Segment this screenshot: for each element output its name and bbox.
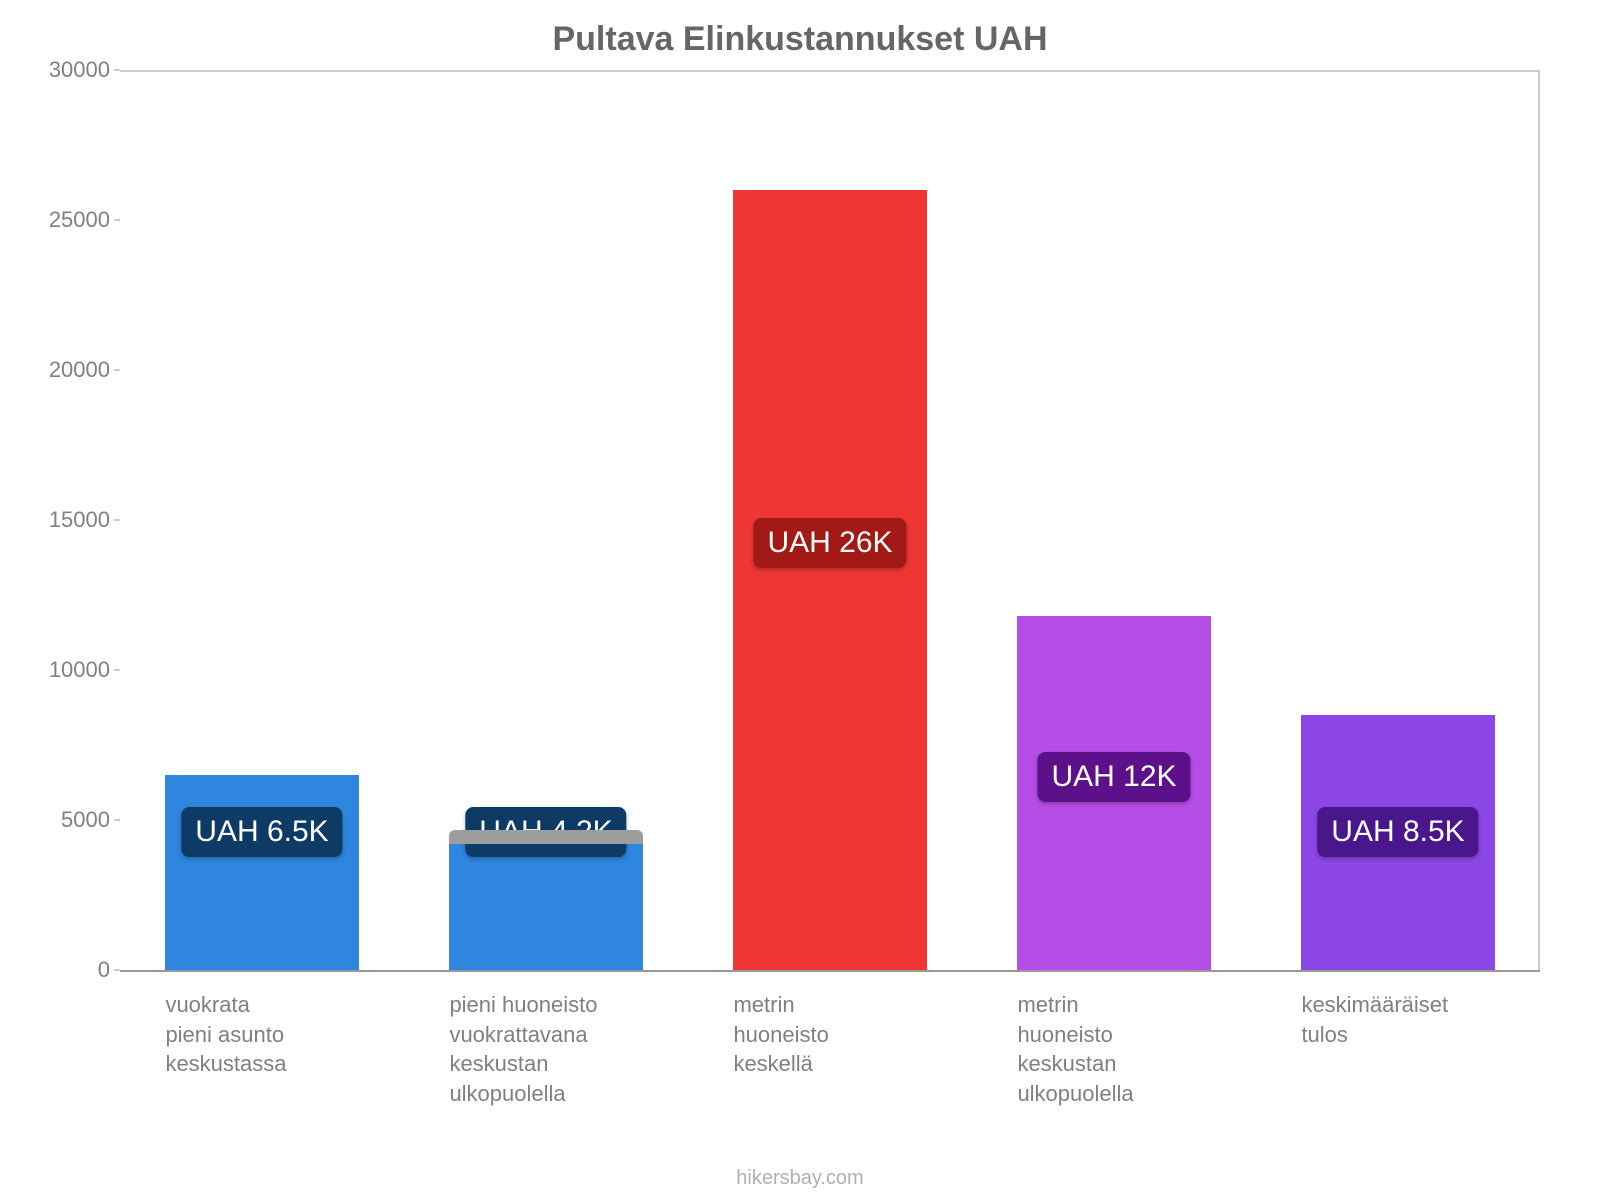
x-category-label: metrin huoneisto keskellä bbox=[733, 990, 966, 1079]
chart-title: Pultava Elinkustannukset UAH bbox=[0, 20, 1600, 59]
bar-rent_center_small bbox=[165, 775, 358, 970]
x-axis bbox=[120, 970, 1540, 972]
bar-value-label: UAH 26K bbox=[753, 518, 906, 568]
y-tick-label: 20000 bbox=[0, 357, 110, 383]
bar-value-label: UAH 6.5K bbox=[181, 807, 342, 857]
y-tick-label: 0 bbox=[0, 957, 110, 983]
bar-value-label: UAH 12K bbox=[1037, 752, 1190, 802]
bar-cap-shadow bbox=[449, 830, 642, 844]
credit-text: hikersbay.com bbox=[0, 1167, 1600, 1190]
y-tick-label: 25000 bbox=[0, 207, 110, 233]
x-category-label: pieni huoneisto vuokrattavana keskustan … bbox=[449, 990, 682, 1109]
y-tick-label: 10000 bbox=[0, 657, 110, 683]
bar-rent_outside_small bbox=[449, 844, 642, 970]
plot-area: UAH 6.5KUAH 4.2KUAH 26KUAH 12KUAH 8.5K bbox=[120, 70, 1540, 970]
y-tick-label: 15000 bbox=[0, 507, 110, 533]
x-category-label: metrin huoneisto keskustan ulkopuolella bbox=[1017, 990, 1250, 1109]
x-category-label: keskimääräiset tulos bbox=[1301, 990, 1534, 1049]
y-tick-label: 5000 bbox=[0, 807, 110, 833]
y-tick-label: 30000 bbox=[0, 57, 110, 83]
bar-sqm_center bbox=[733, 190, 926, 970]
x-category-label: vuokrata pieni asunto keskustassa bbox=[165, 990, 398, 1079]
cost-of-living-chart: Pultava Elinkustannukset UAH 0 5000 10000 1… bbox=[0, 0, 1600, 1200]
bar-value-label: UAH 8.5K bbox=[1317, 807, 1478, 857]
